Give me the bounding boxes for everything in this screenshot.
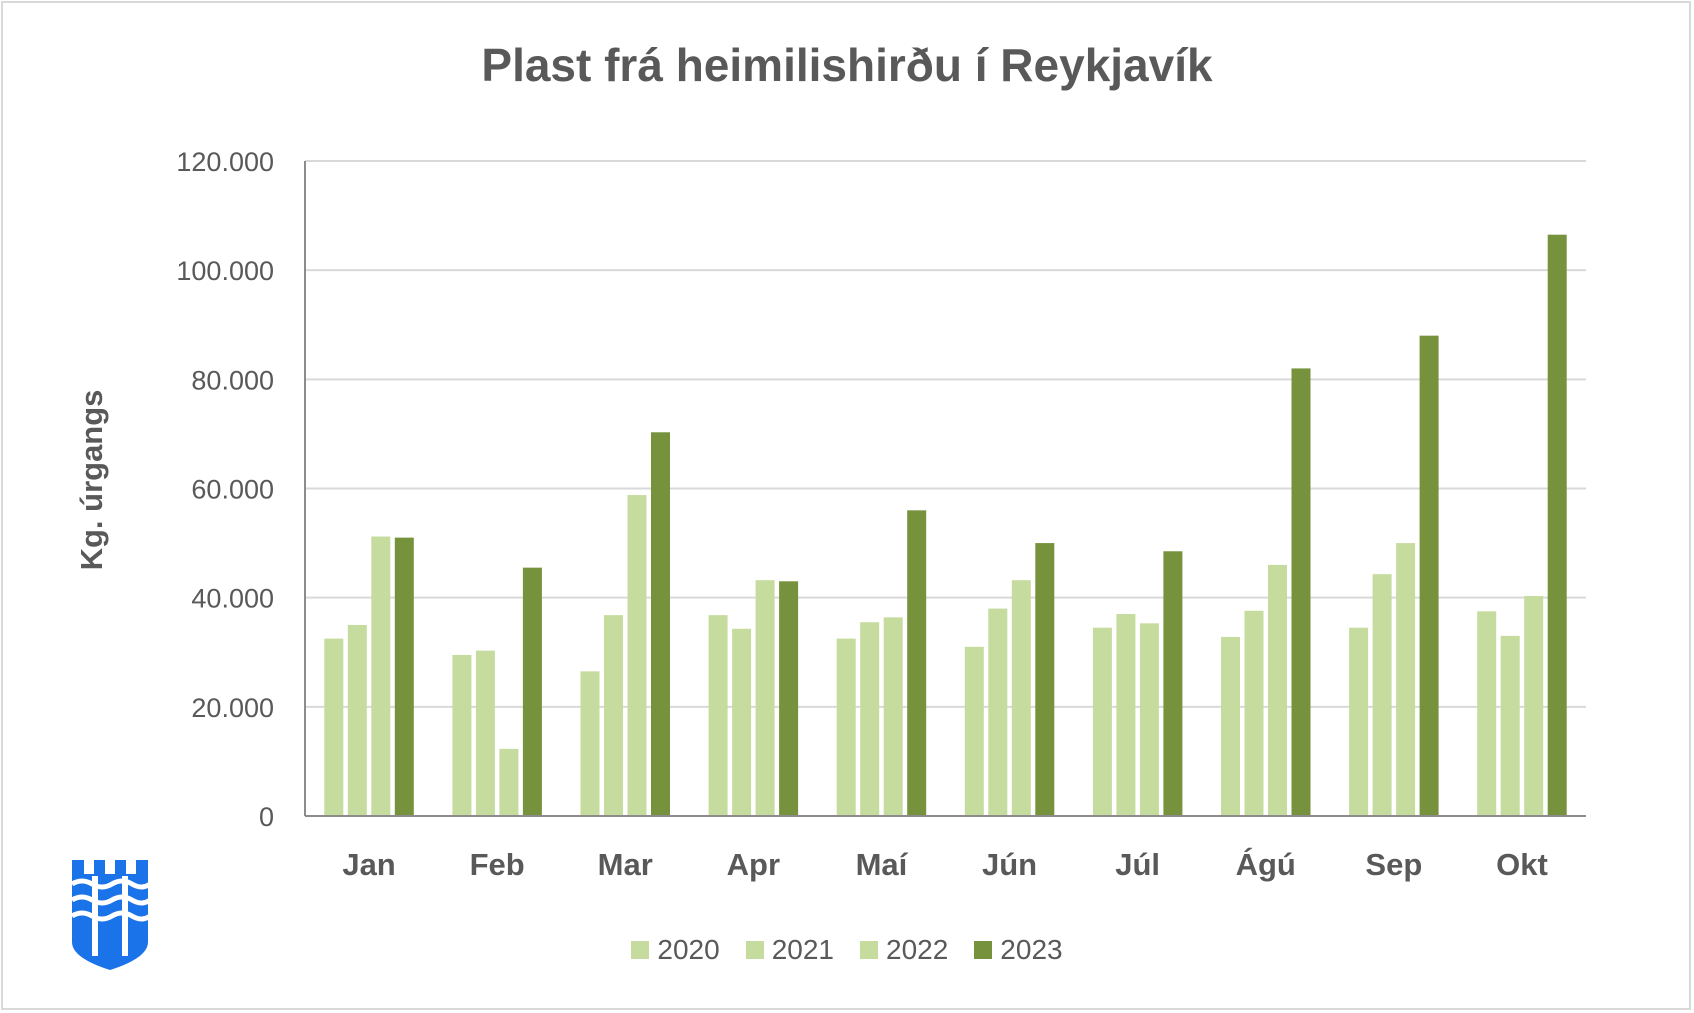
y-tick-label: 40.000 [191, 584, 274, 614]
x-tick-label: Mar [598, 847, 653, 882]
y-tick-label: 120.000 [176, 147, 274, 177]
x-tick-label: Feb [470, 847, 525, 882]
legend-item-2022: 2022 [860, 934, 948, 966]
y-tick-label: 0 [259, 802, 274, 832]
bar-2020-Feb [452, 654, 472, 816]
legend-item-2021: 2021 [745, 934, 834, 966]
legend-item-2020: 2020 [631, 934, 720, 966]
bar-2022-Jan [371, 536, 391, 816]
x-tick-label: Júl [1115, 847, 1160, 882]
bar-2020-Okt [1477, 611, 1497, 816]
bar-2022-Júl [1139, 623, 1159, 816]
bar-2023-Mar [651, 432, 670, 816]
bar-2023-Okt [1547, 234, 1567, 816]
x-tick-label: Ágú [1236, 847, 1296, 882]
x-tick-label: Okt [1496, 847, 1548, 882]
bar-2021-Jún [988, 608, 1008, 816]
bar-2023-Jan [394, 537, 414, 816]
bar-2020-Sep [1349, 627, 1369, 816]
legend-swatch [974, 941, 993, 959]
bar-2023-Ágú [1291, 368, 1311, 816]
legend-label: 2021 [771, 934, 834, 965]
bar-2021-Okt [1500, 635, 1520, 816]
legend-item-2023: 2023 [974, 934, 1063, 966]
bar-2021-Júl [1116, 614, 1136, 816]
x-tick-label: Sep [1365, 847, 1422, 882]
x-tick-label: Maí [856, 847, 909, 882]
legend-swatch [745, 941, 764, 959]
bars [324, 234, 1567, 816]
bar-2022-Mar [627, 495, 647, 816]
bar-2022-Ágú [1268, 564, 1287, 816]
gridlines [305, 160, 1586, 708]
y-tick-label: 100.000 [176, 256, 274, 286]
y-tick-label: 20.000 [191, 693, 274, 723]
legend: 2020 2021 2022 2023 [0, 934, 1694, 966]
bar-2022-Jún [1011, 580, 1031, 816]
bar-2022-Sep [1396, 543, 1416, 816]
axes [304, 161, 1586, 817]
bar-2023-Feb [522, 567, 542, 816]
y-tick-label: 60.000 [191, 475, 274, 505]
bar-2021-Sep [1372, 574, 1392, 816]
bar-2020-Apr [708, 615, 728, 816]
bar-2022-Maí [883, 617, 903, 816]
bar-2023-Júl [1163, 551, 1183, 816]
reykjavik-logo-icon [70, 860, 150, 970]
bar-2020-Jún [964, 646, 984, 816]
bar-2020-Mar [580, 671, 600, 816]
x-tick-labels: Jan Feb Mar Apr Maí Jún Júl Ágú Sep Okt [342, 847, 1547, 882]
bar-2020-Júl [1092, 627, 1112, 816]
bar-2023-Maí [907, 510, 927, 816]
bar-2021-Apr [732, 628, 752, 816]
chart-title: Plast frá heimilishirðu í Reykjavík [481, 39, 1213, 91]
bar-2022-Feb [499, 748, 519, 816]
bar-2021-Feb [475, 650, 495, 816]
bar-2020-Jan [324, 638, 344, 816]
legend-swatch [631, 941, 650, 959]
bar-2021-Maí [860, 622, 880, 816]
bar-2020-Maí [836, 638, 856, 816]
bar-2023-Sep [1419, 335, 1439, 816]
bar-2022-Apr [755, 580, 775, 816]
bar-2023-Apr [779, 581, 799, 816]
bar-2020-Ágú [1221, 636, 1240, 816]
bar-2021-Mar [604, 615, 623, 816]
legend-label: 2023 [1000, 934, 1063, 965]
x-tick-label: Jún [982, 847, 1037, 882]
bar-2021-Ágú [1244, 610, 1264, 816]
y-tick-labels: 0 20.000 40.000 60.000 80.000 100.000 120.000 [176, 147, 274, 832]
legend-swatch [860, 941, 878, 959]
y-tick-label: 80.000 [191, 365, 274, 395]
legend-label: 2022 [886, 934, 949, 965]
bar-2023-Jún [1035, 543, 1055, 816]
bar-2021-Jan [347, 624, 367, 816]
bar-2022-Okt [1524, 596, 1544, 816]
legend-label: 2020 [657, 934, 720, 965]
x-tick-label: Jan [342, 847, 395, 882]
x-tick-label: Apr [727, 847, 780, 882]
